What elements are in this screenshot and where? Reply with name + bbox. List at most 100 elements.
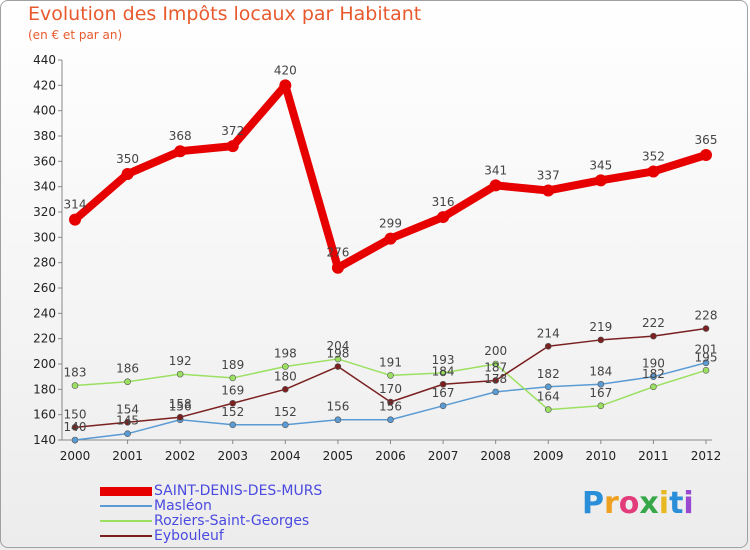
data-label: 140 bbox=[64, 420, 87, 434]
data-label: 167 bbox=[589, 386, 612, 400]
data-point bbox=[492, 377, 499, 384]
legend-item-roziers[interactable]: Roziers-Saint-Georges bbox=[100, 514, 322, 529]
data-point bbox=[702, 359, 710, 367]
data-point bbox=[702, 367, 710, 374]
data-label: 183 bbox=[64, 366, 87, 380]
data-label: 156 bbox=[379, 400, 402, 414]
legend-item-eybouleuf[interactable]: Eybouleuf bbox=[100, 529, 322, 544]
x-tick-label: 2001 bbox=[112, 449, 143, 463]
data-label: 201 bbox=[695, 343, 718, 357]
x-tick-label: 2000 bbox=[60, 449, 91, 463]
x-tick-label: 2007 bbox=[428, 449, 459, 463]
data-point bbox=[71, 382, 79, 389]
logo-letter: i bbox=[683, 486, 694, 521]
data-point bbox=[650, 332, 657, 340]
data-point bbox=[650, 373, 657, 380]
x-tick-label: 2011 bbox=[638, 449, 669, 463]
data-point bbox=[124, 418, 131, 426]
data-label: 187 bbox=[484, 360, 507, 374]
x-tick-label: 2004 bbox=[270, 449, 301, 463]
x-tick-label: 2005 bbox=[323, 449, 354, 463]
x-tick-label: 2009 bbox=[533, 449, 564, 463]
data-label: 365 bbox=[695, 133, 718, 147]
data-point bbox=[331, 261, 344, 274]
data-point bbox=[437, 211, 450, 224]
data-label: 193 bbox=[432, 353, 455, 367]
data-point bbox=[334, 363, 342, 370]
data-point bbox=[176, 370, 184, 378]
data-label: 314 bbox=[64, 198, 87, 212]
data-label: 189 bbox=[221, 358, 244, 372]
data-label: 180 bbox=[274, 369, 297, 383]
y-tick-label: 380 bbox=[33, 129, 56, 143]
data-point bbox=[384, 232, 397, 245]
data-label: 152 bbox=[221, 405, 244, 419]
data-point bbox=[544, 406, 552, 413]
logo-letter: r bbox=[604, 486, 619, 521]
data-point bbox=[174, 145, 187, 158]
data-label: 345 bbox=[589, 158, 612, 172]
data-point bbox=[229, 374, 237, 382]
data-point bbox=[176, 413, 184, 421]
data-label: 145 bbox=[116, 414, 139, 428]
data-label: 182 bbox=[537, 367, 560, 381]
data-label: 316 bbox=[432, 195, 455, 209]
y-tick-label: 280 bbox=[33, 256, 56, 270]
data-point bbox=[334, 416, 342, 424]
data-label: 190 bbox=[642, 357, 665, 371]
legend-label: Eybouleuf bbox=[154, 528, 224, 544]
legend: SAINT-DENIS-DES-MURS Masléon Roziers-Sai… bbox=[100, 484, 322, 544]
legend-swatch bbox=[100, 535, 152, 537]
data-point bbox=[439, 380, 447, 388]
data-label: 184 bbox=[432, 364, 455, 378]
data-point bbox=[71, 436, 79, 444]
proxiti-logo: Proxiti bbox=[582, 486, 694, 521]
data-label: 178 bbox=[484, 372, 507, 386]
data-label: 204 bbox=[326, 339, 349, 353]
y-tick-label: 260 bbox=[33, 281, 56, 295]
data-point bbox=[700, 149, 712, 161]
data-label: 158 bbox=[169, 397, 192, 411]
data-point bbox=[124, 430, 131, 437]
chart-title: Evolution des Impôts locaux par Habitant bbox=[28, 3, 422, 25]
data-point bbox=[387, 372, 394, 379]
y-tick-label: 240 bbox=[33, 306, 56, 320]
data-label: 186 bbox=[116, 362, 139, 376]
data-point bbox=[489, 179, 502, 192]
y-tick-label: 140 bbox=[33, 433, 56, 447]
data-point bbox=[492, 388, 499, 396]
legend-item-saint-denis[interactable]: SAINT-DENIS-DES-MURS bbox=[100, 484, 322, 499]
data-label: 198 bbox=[326, 347, 349, 361]
x-tick-label: 2012 bbox=[691, 449, 722, 463]
legend-label: Roziers-Saint-Georges bbox=[154, 513, 310, 529]
data-label: 299 bbox=[379, 217, 402, 231]
data-label: 276 bbox=[326, 246, 349, 260]
data-label: 222 bbox=[642, 316, 665, 330]
data-point bbox=[282, 421, 289, 429]
data-point bbox=[69, 213, 81, 226]
y-tick-label: 420 bbox=[33, 78, 56, 92]
data-label: 350 bbox=[116, 152, 139, 166]
legend-item-masleon[interactable]: Masléon bbox=[100, 499, 322, 514]
data-point bbox=[387, 398, 394, 406]
data-label: 368 bbox=[169, 129, 192, 143]
x-tick-label: 2002 bbox=[165, 449, 196, 463]
y-tick-label: 300 bbox=[33, 230, 56, 244]
data-label: 352 bbox=[642, 149, 665, 163]
data-label: 184 bbox=[589, 364, 612, 378]
data-point bbox=[229, 399, 237, 407]
data-point bbox=[282, 386, 289, 393]
data-label: 167 bbox=[432, 386, 455, 400]
data-point bbox=[279, 79, 292, 92]
data-label: 164 bbox=[537, 390, 560, 404]
data-point bbox=[542, 184, 555, 197]
logo-letter: P bbox=[582, 486, 604, 521]
data-point bbox=[121, 168, 134, 180]
data-label: 156 bbox=[326, 400, 349, 414]
y-tick-label: 180 bbox=[33, 382, 56, 396]
x-tick-label: 2008 bbox=[480, 449, 511, 463]
data-point bbox=[544, 342, 552, 350]
data-point bbox=[597, 380, 605, 388]
